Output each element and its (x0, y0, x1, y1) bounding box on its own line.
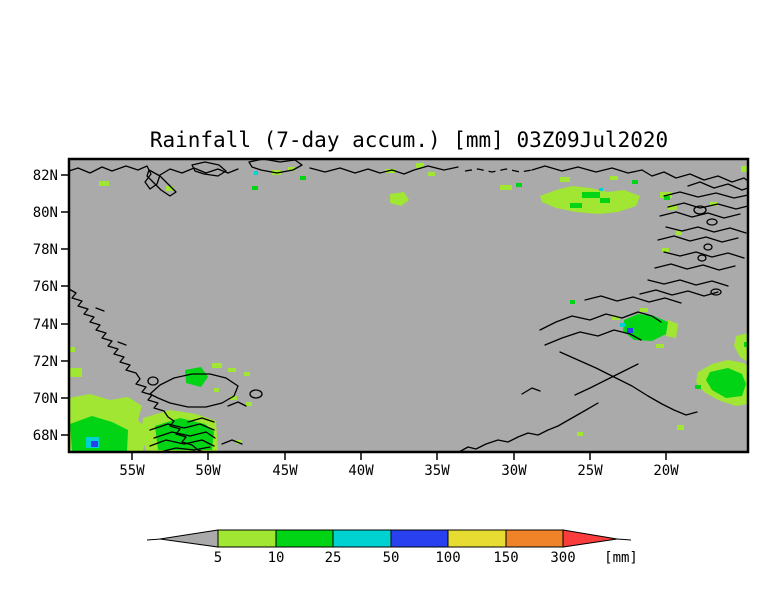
colorbar: 5 10 25 50 100 150 300 [mm] (146, 529, 638, 566)
plot-title: Rainfall (7-day accum.) [mm] 03Z09Jul202… (150, 128, 668, 152)
colorbar-tick-label: 25 (325, 550, 342, 566)
rain-shading-10-25mm (70, 176, 748, 452)
coastlines (68, 158, 749, 453)
lat-label: 80N (33, 205, 58, 221)
colorbar-seg-5-10 (217, 529, 277, 548)
colorbar-seg-150-300 (505, 529, 564, 548)
colorbar-seg-100-150 (447, 529, 507, 548)
lat-label: 76N (33, 279, 58, 295)
lon-label: 45W (272, 463, 298, 479)
lon-label: 40W (348, 463, 374, 479)
colorbar-tick-label: 10 (268, 550, 285, 566)
map-border (67, 157, 750, 454)
map-background (69, 159, 748, 452)
colorbar-units-label: [mm] (604, 550, 638, 566)
colorbar-seg-25-50 (332, 529, 392, 548)
lon-label: 55W (119, 463, 145, 479)
colorbar-tick-label: 50 (383, 550, 400, 566)
lat-label: 72N (33, 354, 58, 370)
colorbar-arrow-below-5 (159, 529, 219, 548)
colorbar-left-whisker (146, 538, 162, 541)
lat-label: 70N (33, 391, 58, 407)
axis-ticks (61, 174, 667, 460)
lat-label: 78N (33, 242, 58, 258)
lon-label: 30W (501, 463, 527, 479)
colorbar-tick-label: 300 (550, 550, 575, 566)
colorbar-tick-label: 5 (214, 550, 222, 566)
colorbar-tick-label: 150 (493, 550, 518, 566)
colorbar-seg-10-25 (275, 529, 334, 548)
longitude-labels: 55W 50W 45W 40W 35W 30W 25W 20W (119, 463, 679, 479)
rain-shading-50-100mm (91, 328, 633, 447)
lon-label: 20W (653, 463, 679, 479)
colorbar-arrow-above-300 (562, 529, 618, 548)
lon-label: 35W (424, 463, 450, 479)
lat-label: 82N (33, 168, 58, 184)
lat-label: 74N (33, 317, 58, 333)
lon-label: 50W (195, 463, 221, 479)
colorbar-tick-label: 100 (435, 550, 460, 566)
colorbar-seg-50-100 (390, 529, 449, 548)
lat-label: 68N (33, 428, 58, 444)
colorbar-labels: 5 10 25 50 100 150 300 [mm] (214, 550, 638, 566)
colorbar-right-whisker (616, 538, 632, 541)
latitude-labels: 82N 80N 78N 76N 74N 72N 70N 68N (33, 168, 58, 444)
lon-label: 25W (577, 463, 603, 479)
